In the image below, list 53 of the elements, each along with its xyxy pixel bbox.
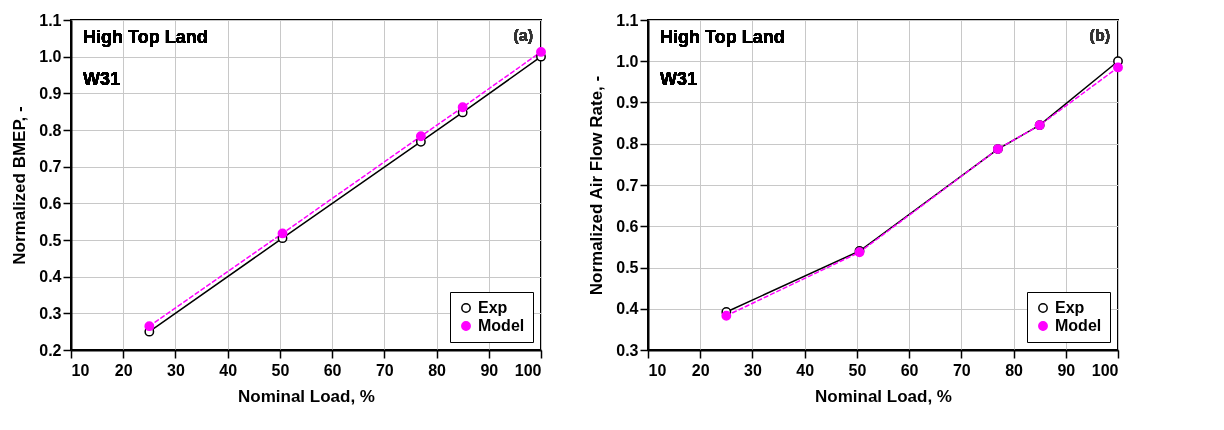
x-axis-title: Nominal Load, % <box>815 386 952 406</box>
y-tick-label: 0.5 <box>39 231 62 249</box>
annotation: W31 <box>660 69 698 89</box>
y-tick-label: 0.5 <box>616 259 639 276</box>
x-tick-label: 60 <box>323 361 342 379</box>
y-tick-label: 0.6 <box>616 217 639 235</box>
x-tick-label: 50 <box>848 361 867 379</box>
y-tick-label: 0.3 <box>616 341 639 359</box>
y-tick-label: 0.4 <box>616 300 639 318</box>
y-tick-label: 0.9 <box>616 94 639 111</box>
x-tick-label: 90 <box>480 361 499 379</box>
y-tick-label: 0.7 <box>39 158 62 176</box>
x-tick-label: 10 <box>648 361 667 379</box>
y-tick-label: 0.2 <box>39 341 62 359</box>
legend-label: Model <box>1055 317 1102 334</box>
y-tick-label: 1.0 <box>39 48 62 66</box>
x-tick-label: 40 <box>796 361 815 379</box>
y-tick-label: 1.0 <box>616 52 639 70</box>
x-tick-label: 70 <box>952 361 971 379</box>
x-tick-label: 80 <box>1005 361 1024 379</box>
x-tick-label: 80 <box>428 361 447 379</box>
annotation: (a) <box>513 27 533 44</box>
x-tick-label: 60 <box>900 361 919 379</box>
x-tick-label: 30 <box>167 361 185 379</box>
x-tick-label: 10 <box>71 361 90 379</box>
y-tick-label: 0.7 <box>616 176 639 194</box>
annotation: W31 <box>83 69 121 89</box>
y-tick-label: 1.1 <box>39 11 62 29</box>
annotation: High Top Land <box>83 27 208 47</box>
legend-label: Exp <box>478 299 508 316</box>
x-tick-label: 90 <box>1057 361 1076 379</box>
y-tick-label: 1.1 <box>616 11 639 29</box>
y-tick-label: 0.9 <box>39 84 62 102</box>
x-tick-label: 100 <box>514 361 542 379</box>
legend-label: Exp <box>1055 299 1085 316</box>
y-tick-label: 0.4 <box>39 268 62 286</box>
x-tick-label: 30 <box>744 361 762 379</box>
y-tick-label: 0.8 <box>616 135 639 153</box>
y-axis-title: Normalized Air Flow Rate, - <box>587 75 607 296</box>
annotation: (b) <box>1089 27 1110 44</box>
y-tick-label: 0.6 <box>39 194 62 212</box>
legend-label: Model <box>478 317 525 334</box>
x-tick-label: 70 <box>375 361 394 379</box>
y-tick-label: 0.8 <box>39 121 62 139</box>
x-tick-label: 20 <box>114 361 133 379</box>
x-tick-label: 40 <box>219 361 238 379</box>
y-axis-title: Normalized BMEP, - <box>10 106 30 265</box>
x-tick-label: 50 <box>271 361 290 379</box>
y-tick-label: 0.3 <box>39 304 62 322</box>
annotation: High Top Land <box>660 27 785 47</box>
x-tick-label: 100 <box>1091 361 1119 379</box>
x-tick-label: 20 <box>691 361 710 379</box>
x-axis-title: Nominal Load, % <box>238 386 375 406</box>
